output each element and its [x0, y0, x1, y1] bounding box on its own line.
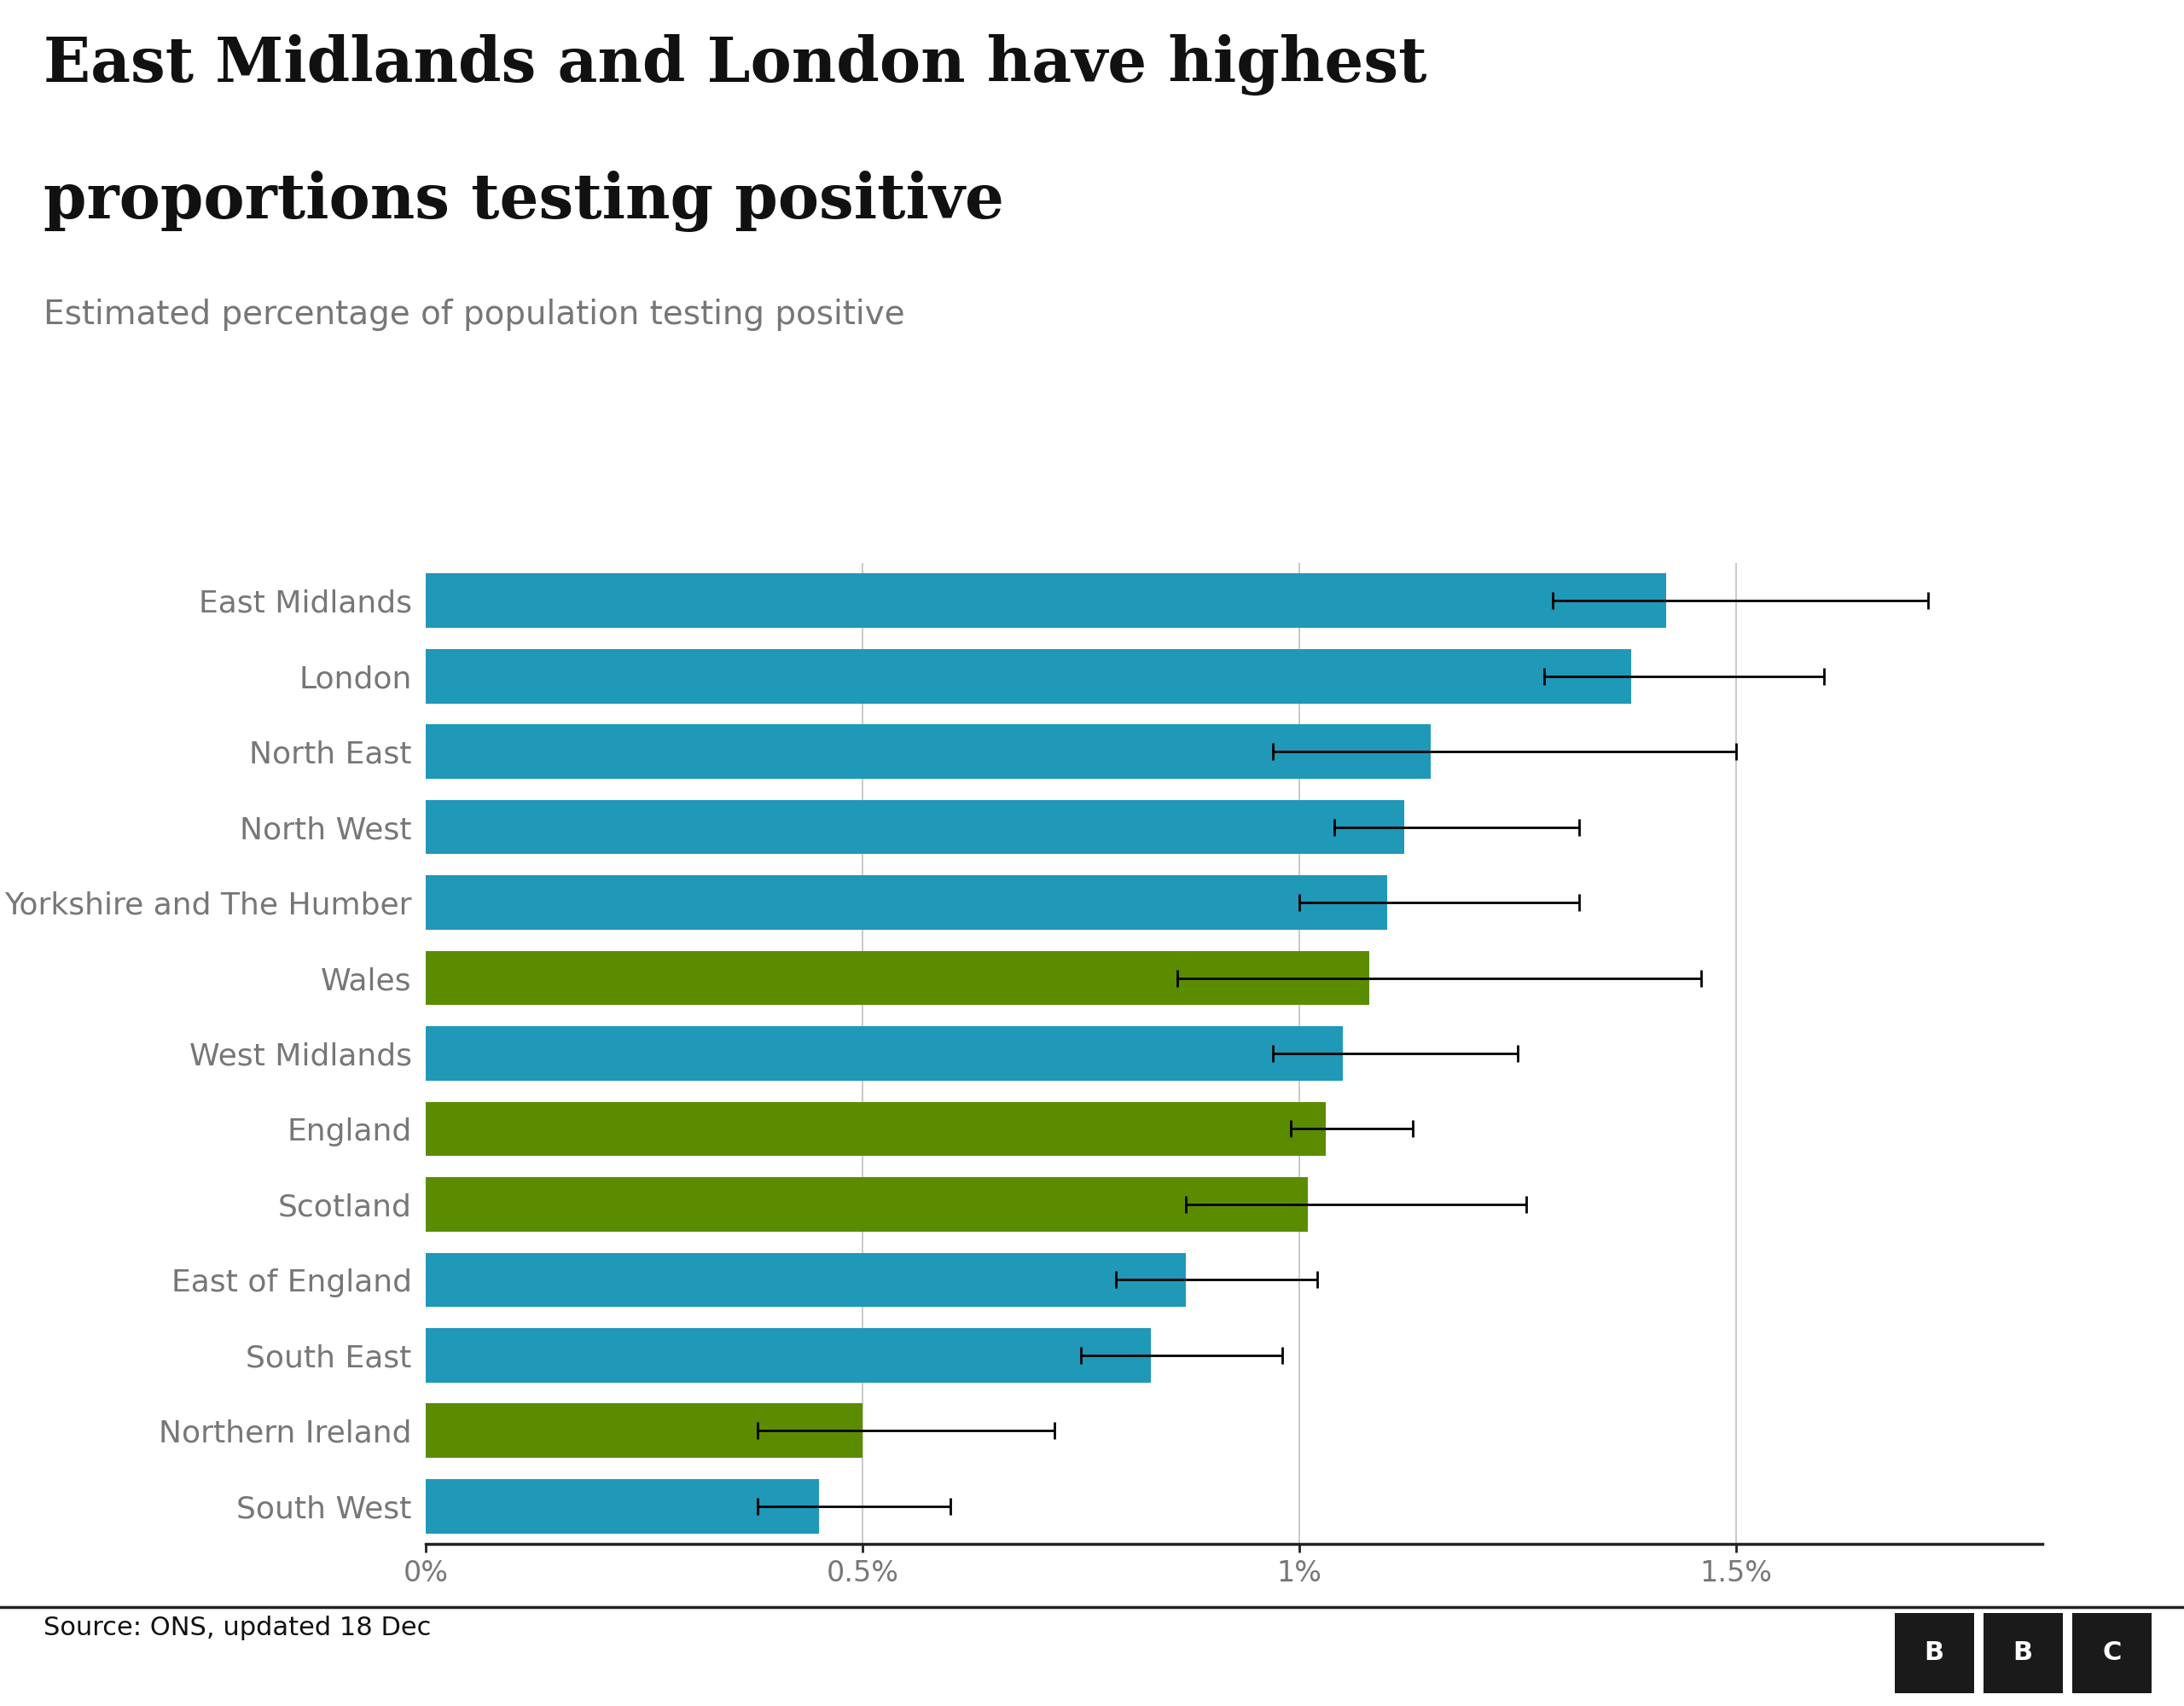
Text: East Midlands and London have highest: East Midlands and London have highest	[44, 34, 1426, 96]
FancyBboxPatch shape	[2073, 1614, 2151, 1692]
Bar	[426, 875, 1387, 930]
Bar	[426, 800, 1404, 855]
Text: B: B	[1924, 1641, 1944, 1665]
Bar	[426, 950, 1369, 1005]
Bar	[426, 1404, 863, 1459]
Bar	[426, 1479, 819, 1534]
Bar	[426, 1327, 1151, 1382]
FancyBboxPatch shape	[1983, 1614, 2062, 1692]
Bar	[426, 1177, 1308, 1232]
Text: Estimated percentage of population testing positive: Estimated percentage of population testi…	[44, 299, 904, 331]
Bar	[426, 573, 1666, 628]
Bar	[426, 1252, 1186, 1307]
Text: Source: ONS, updated 18 Dec: Source: ONS, updated 18 Dec	[44, 1616, 430, 1641]
Text: B: B	[2014, 1641, 2033, 1665]
Bar	[426, 648, 1631, 703]
Text: C: C	[2103, 1641, 2121, 1665]
Bar	[426, 725, 1431, 778]
FancyBboxPatch shape	[1896, 1614, 1974, 1692]
Bar	[426, 1027, 1343, 1080]
Bar	[426, 1102, 1326, 1157]
Text: proportions testing positive: proportions testing positive	[44, 171, 1005, 232]
